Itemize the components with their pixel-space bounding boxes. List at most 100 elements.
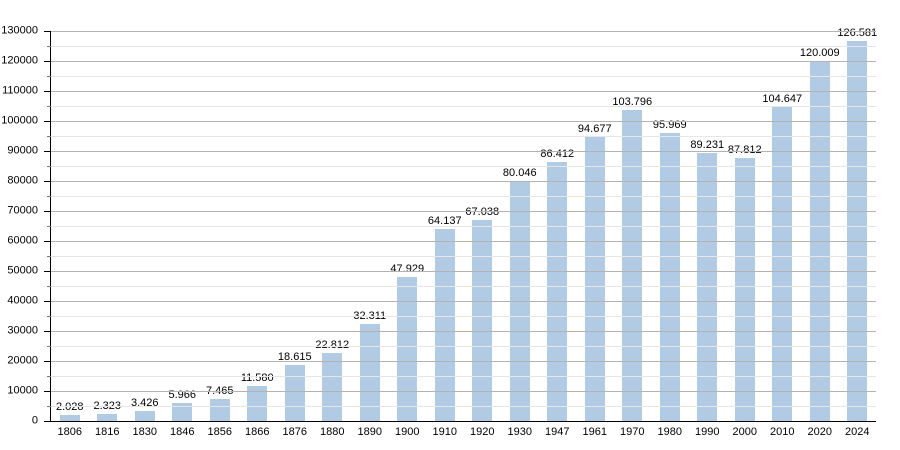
bar-slot: 18.615 1876: [276, 31, 314, 438]
bar-slot: 126.581 2024: [836, 27, 879, 438]
x-axis-tick-label: 1816: [95, 426, 120, 438]
y-axis-tick: [44, 90, 51, 92]
bar: [397, 277, 418, 421]
x-axis-tick-label: 1930: [507, 426, 532, 438]
bar: [547, 161, 568, 421]
bar-slot: 67.038 1920: [464, 31, 502, 438]
bar-slot: 87.812 2000: [726, 31, 764, 438]
x-axis-tick-label: 1830: [132, 426, 157, 438]
bar-slot: 3.426 1830: [126, 31, 164, 438]
bar-value-label: 80.046: [501, 166, 538, 179]
bar: [59, 414, 80, 421]
y-axis-minor-tick: [47, 315, 51, 317]
plot-area: 2.028 1806 2.323 1816 3.426 1830 5.966 1846 7.46…: [1, 25, 879, 438]
y-axis-tick: [44, 270, 51, 272]
bar: [359, 324, 380, 421]
bar-value-label: 126.581: [836, 27, 879, 40]
x-axis-tick-label: 2024: [845, 426, 870, 438]
bar: [697, 153, 718, 421]
y-axis-tick: [44, 150, 51, 152]
x-axis-tick-label: 1846: [170, 426, 195, 438]
bar-slot: 64.137 1910: [426, 31, 464, 438]
bar-slot: 11.580 1866: [239, 31, 277, 438]
bar-value-label: 32.311: [352, 310, 388, 323]
bar: [622, 109, 643, 421]
bar-slot: 7.465 1856: [201, 31, 239, 438]
bar: [472, 219, 493, 421]
y-axis-minor-tick: [47, 105, 51, 107]
y-axis-minor-tick: [47, 195, 51, 197]
y-axis-tick-label: 120000: [1, 54, 38, 67]
x-axis-tick-label: 1900: [395, 426, 420, 438]
y-axis-minor-tick: [47, 135, 51, 137]
bar: [322, 352, 343, 421]
bar-value-label: 64.137: [426, 214, 463, 227]
x-axis-tick-label: 1910: [432, 426, 457, 438]
y-axis-tick: [44, 330, 51, 332]
bar-value-label: 3.426: [129, 396, 160, 409]
y-axis-minor-tick: [47, 75, 51, 77]
y-axis-tick: [44, 240, 51, 242]
bar-value-label: 2.028: [54, 400, 85, 413]
bar-slot: 5.966 1846: [164, 31, 202, 438]
y-axis-tick-label: 80000: [7, 174, 38, 187]
y-axis-minor-tick: [47, 405, 51, 407]
bar-value-label: 22.812: [314, 338, 351, 351]
bar-value-label: 47.929: [389, 263, 426, 276]
bar-slot: 47.929 1900: [389, 31, 427, 438]
y-axis-tick-label: 100000: [1, 114, 38, 127]
bar-slot: 95.969 1980: [651, 31, 689, 438]
bar: [247, 386, 268, 421]
bar: [509, 180, 530, 421]
x-axis-tick-label: 1947: [545, 426, 570, 438]
bar-value-label: 7.465: [204, 384, 235, 397]
bar-slot: 120.009 2020: [798, 31, 841, 438]
bar-slot: 94.677 1961: [576, 31, 614, 438]
bar-value-label: 87.812: [726, 143, 763, 156]
bar-value-label: 103.796: [611, 95, 654, 108]
y-axis-tick-label: 30000: [7, 324, 38, 337]
x-axis-tick-label: 1890: [357, 426, 382, 438]
bar-slot: 104.647 2010: [761, 31, 804, 438]
bar: [434, 228, 455, 421]
x-axis-tick-label: 1856: [207, 426, 232, 438]
x-axis-tick-label: 1866: [245, 426, 270, 438]
x-axis-tick-label: 1961: [582, 426, 607, 438]
bar-value-label: 104.647: [761, 93, 804, 106]
bar-slot: 89.231 1990: [689, 31, 727, 438]
bar-value-label: 120.009: [798, 46, 841, 59]
y-axis-minor-tick: [47, 375, 51, 377]
bar-value-label: 89.231: [689, 139, 726, 152]
y-axis-tick-label: 40000: [7, 294, 38, 307]
x-axis-tick-label: 1876: [282, 426, 307, 438]
y-axis-tick-label: 90000: [7, 144, 38, 157]
y-axis-minor-tick: [47, 225, 51, 227]
y-axis-tick: [44, 300, 51, 302]
bars-layer: 2.028 1806 2.323 1816 3.426 1830 5.966 1846 7.46…: [51, 27, 879, 438]
y-axis-minor-tick: [47, 345, 51, 347]
bar: [847, 41, 868, 421]
bar: [659, 133, 680, 421]
bar-slot: 22.812 1880: [314, 31, 352, 438]
bar-value-label: 94.677: [576, 122, 613, 135]
y-axis-tick-label: 10000: [7, 384, 38, 397]
bar-value-label: 11.580: [239, 372, 275, 385]
y-axis-tick: [44, 360, 51, 362]
bar: [97, 414, 118, 421]
x-axis-tick-label: 1920: [470, 426, 495, 438]
y-axis-tick: [44, 120, 51, 122]
bar-value-label: 86.412: [539, 147, 576, 160]
y-axis-minor-tick: [47, 285, 51, 287]
y-axis-tick: [44, 180, 51, 182]
bar-value-label: 5.966: [167, 389, 198, 402]
y-axis-tick-label: 50000: [7, 264, 38, 277]
bar-value-label: 2.323: [92, 400, 123, 413]
y-axis-tick-label: 110000: [2, 84, 38, 97]
bar-slot: 2.028 1806: [51, 31, 89, 438]
y-axis-tick-label: 60000: [7, 234, 38, 247]
y-axis-tick: [44, 210, 51, 212]
y-axis-tick-label: 0: [31, 414, 38, 427]
x-axis-tick-label: 1990: [695, 426, 720, 438]
y-axis-minor-tick: [47, 165, 51, 167]
y-axis-tick-label: 70000: [7, 204, 38, 217]
